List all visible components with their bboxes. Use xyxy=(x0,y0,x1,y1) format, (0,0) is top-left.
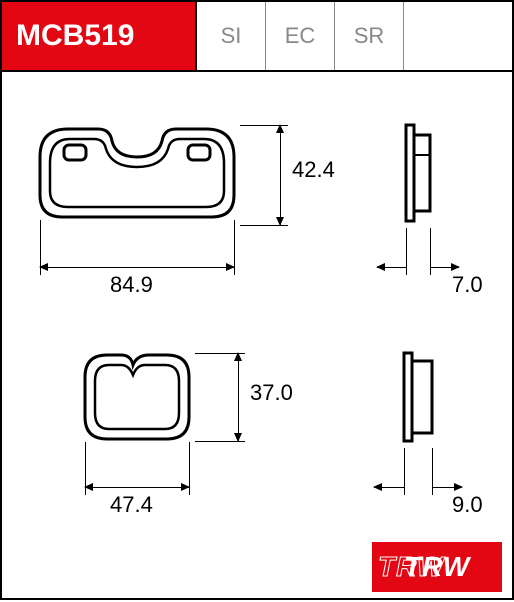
dim-line-84-9 xyxy=(40,267,234,268)
upper-pad-side-icon xyxy=(402,117,442,227)
dim-label-47-4: 47.4 xyxy=(110,492,153,518)
dim-tick xyxy=(40,220,41,275)
dim-line-9-0-left xyxy=(374,487,404,488)
dim-tick xyxy=(234,220,235,275)
variant-codes: SI EC SR xyxy=(197,2,512,70)
dim-line-37-0 xyxy=(238,353,239,441)
variant-sr: SR xyxy=(335,2,404,70)
dim-tick xyxy=(195,441,245,442)
dim-label-37-0: 37.0 xyxy=(250,380,293,406)
variant-si: SI xyxy=(197,2,266,70)
dim-tick xyxy=(430,228,431,275)
dim-tick xyxy=(195,353,245,354)
diagram-page: MCB519 SI EC SR 42.4 84.9 xyxy=(0,0,514,600)
dim-tick xyxy=(240,225,288,226)
trw-logo: TRW TRW xyxy=(372,542,502,592)
drawing-area: 42.4 84.9 7.0 37.0 47.4 xyxy=(2,72,512,602)
dim-tick xyxy=(85,442,86,495)
dim-tick xyxy=(406,228,407,275)
dim-tick xyxy=(189,442,190,495)
dim-label-84-9: 84.9 xyxy=(110,272,153,298)
lower-pad-front-icon xyxy=(77,347,197,447)
dim-line-7-0-right xyxy=(430,267,459,268)
logo-outline: TRW xyxy=(378,551,444,583)
dim-line-7-0-left xyxy=(377,267,406,268)
dim-tick xyxy=(432,448,433,495)
dim-line-9-0-right xyxy=(432,487,462,488)
product-code: MCB519 xyxy=(2,2,197,70)
header-spacer xyxy=(404,2,512,70)
dim-label-9-0: 9.0 xyxy=(452,492,483,518)
dim-label-42-4: 42.4 xyxy=(292,157,335,183)
dim-line-42-4 xyxy=(280,125,281,225)
dim-label-7-0: 7.0 xyxy=(452,272,483,298)
dim-tick xyxy=(240,125,288,126)
upper-pad-front-icon xyxy=(32,117,242,227)
variant-ec: EC xyxy=(266,2,335,70)
dim-line-47-4 xyxy=(85,487,189,488)
lower-pad-side-icon xyxy=(400,347,444,447)
header: MCB519 SI EC SR xyxy=(2,2,512,72)
dim-tick xyxy=(404,448,405,495)
